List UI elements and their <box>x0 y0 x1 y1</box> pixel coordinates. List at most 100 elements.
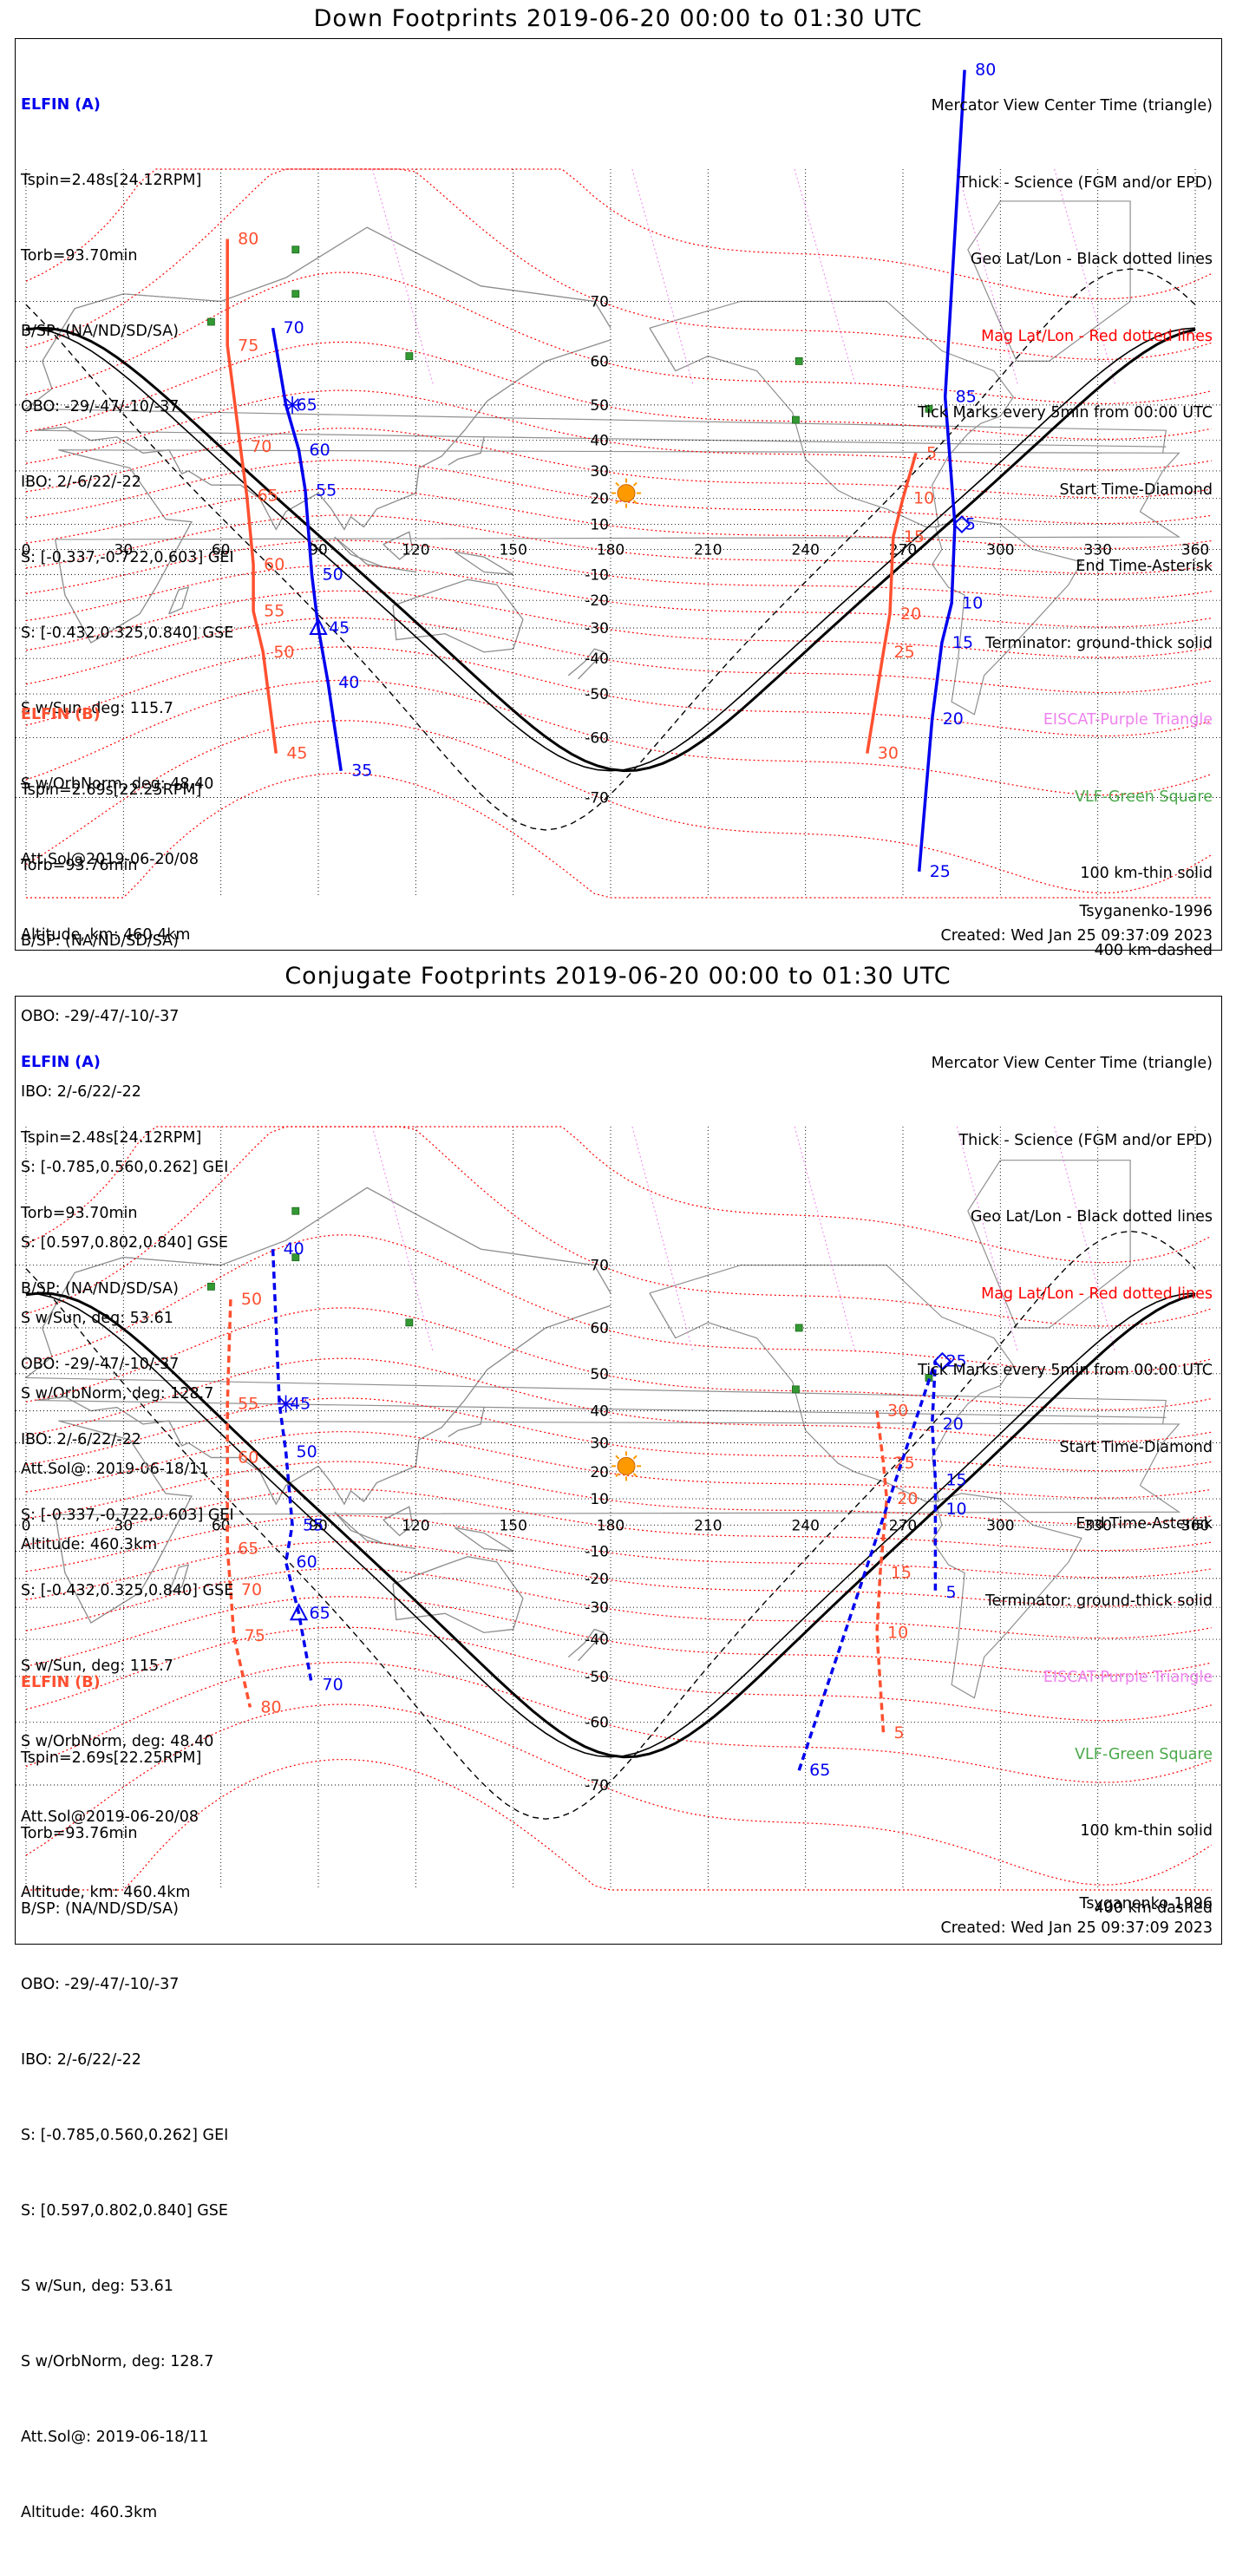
track-time-label: 20 <box>900 605 921 624</box>
vlf-station-marker <box>291 1253 300 1262</box>
sat-b-line: S: [0.597,0.802,0.840] GSE <box>21 1234 228 1252</box>
track-time-label: 25 <box>894 643 915 662</box>
lat-tick-label: -50 <box>585 686 609 703</box>
lon-tick-label: 30 <box>114 541 134 559</box>
mag-lat-line <box>25 428 1212 499</box>
coastline <box>454 551 513 575</box>
vlf-station-marker <box>291 1206 300 1215</box>
vlf-station-marker <box>405 1318 414 1327</box>
sun-icon <box>617 1456 636 1475</box>
track-time-label: 45 <box>290 1395 311 1414</box>
coastline <box>392 1556 524 1633</box>
lat-tick-label: -70 <box>585 789 609 807</box>
sat-b-line: OBO: -29/-47/-10/-37 <box>21 1008 180 1025</box>
mag-lat-line <box>25 1626 1212 1722</box>
track-time-label: 40 <box>284 1239 304 1259</box>
sat-b-line: S w/OrbNorm, deg: 128.7 <box>21 2353 214 2370</box>
sat-b-info: ELFIN (B) Tspin=2.69s[22.25RPM] Torb=93.… <box>21 652 228 1608</box>
center-time-triangle <box>289 1603 309 1621</box>
legend-item: VLF-Green Square <box>1075 788 1213 806</box>
map-panel-down: 70 60 50 40 30 20 10 -10 -20 -30 -40 -50 -60 -70 0 30 60… <box>15 38 1222 1553</box>
legend-item: Mag Lat/Lon - Red dotted lines <box>981 327 1213 345</box>
legend-item: Tick Marks every 5min from 00:00 UTC <box>918 1362 1213 1379</box>
legend-item: End Time-Asterisk <box>1076 558 1213 575</box>
sat-a-line: B/SP: (NA/ND/SD/SA) <box>21 323 179 340</box>
sat-b-line: S: [-0.785,0.560,0.262] GEI <box>21 1159 229 1176</box>
coastline <box>55 449 193 644</box>
mag-lat-line <box>25 1357 1212 1442</box>
sat-b-line: IBO: 2/-6/22/-22 <box>21 1083 141 1101</box>
lat-tick-label: 30 <box>590 463 609 481</box>
track-time-label: 20 <box>943 709 964 729</box>
legend-item: Thick - Science (FGM and/or EPD) <box>958 1131 1213 1149</box>
lon-tick-label: 300 <box>986 1517 1014 1534</box>
panel-title: Conjugate Footprints 2019-06-20 00:00 to… <box>284 963 952 990</box>
lat-tick-label: 70 <box>590 293 609 311</box>
track-time-label: 65 <box>258 487 278 506</box>
map-panel-conjugate: 70 60 50 40 30 20 10 -10 -20 -30 -40 -50 -60 -70 0 30 60… <box>15 996 1222 2521</box>
lon-tick-label: 360 <box>1181 541 1209 559</box>
legend-item: Mercator View Center Time (triangle) <box>931 97 1213 114</box>
track-time-label: 45 <box>286 744 307 763</box>
mag-lat-line <box>25 679 1212 796</box>
sun-ray <box>615 1455 620 1460</box>
terminator-line <box>25 326 1196 773</box>
track-time-label: 80 <box>975 61 996 80</box>
legend-item: Mercator View Center Time (triangle) <box>931 1055 1213 1072</box>
mag-lon-line <box>371 168 434 385</box>
sat-a-track <box>271 1249 938 1771</box>
track-time-label: 70 <box>284 318 304 337</box>
track-time-label: 75 <box>245 1626 265 1645</box>
track-time-label: 55 <box>303 1515 324 1534</box>
sat-b-line: B/SP: (NA/ND/SD/SA) <box>21 932 179 950</box>
lat-tick-label: 50 <box>590 397 609 415</box>
sat-a-line: B/SP: (NA/ND/SD/SA) <box>21 1280 179 1298</box>
sat-a-name: ELFIN (A) <box>21 96 101 114</box>
sat-a-line: OBO: -29/-47/-10/-37 <box>21 1356 180 1373</box>
sat-a-line: IBO: 2/-6/22/-22 <box>21 474 141 491</box>
coastline <box>383 1506 414 1537</box>
track-time-label: 45 <box>329 618 350 637</box>
legend-item: Start Time-Diamond <box>1059 1438 1213 1456</box>
track-time-label: 5 <box>945 1583 956 1602</box>
track-time-label: 55 <box>316 481 337 500</box>
lon-tick-label: 330 <box>1083 541 1111 559</box>
mag-lat-line <box>25 460 1212 525</box>
created-stamp: Created: Wed Jan 25 09:37:09 2023 <box>940 1919 1213 1937</box>
coastline <box>649 1265 1015 1502</box>
lon-tick-label: 330 <box>1083 1517 1111 1534</box>
sat-b-line: Torb=93.76min <box>21 857 138 874</box>
lon-tick-label: 120 <box>402 1517 429 1534</box>
map-canvas: 70 60 50 40 30 20 10 -10 -20 -30 -40 -50 -60 -70 0 30 60… <box>16 1126 1221 1891</box>
center-time-triangle <box>309 617 328 635</box>
legend-item: Geo Lat/Lon - Black dotted lines <box>970 1208 1213 1226</box>
lon-tick-label: 300 <box>986 541 1014 559</box>
mag-lat-line <box>25 617 1212 694</box>
mag-lat-line <box>25 1567 1212 1639</box>
mag-lat-line <box>26 772 1212 899</box>
mag-lat-line <box>25 389 1212 471</box>
track-time-label: 15 <box>945 1470 966 1489</box>
mag-lon-line <box>631 168 694 385</box>
track-time-label: 10 <box>913 489 934 508</box>
legend-item: VLF-Green Square <box>1075 1745 1213 1763</box>
lat-tick-label: 20 <box>590 1464 609 1481</box>
lat-tick-label: 40 <box>590 1403 609 1421</box>
map-canvas: 70 60 50 40 30 20 10 -10 -20 -30 -40 -50 -60 -70 0 30 60… <box>16 61 1221 899</box>
legend-item: 400 km-dashed <box>1094 1899 1213 1917</box>
mag-lat-line <box>25 590 1212 658</box>
sat-a-info: ELFIN (A) Tspin=2.48s[24.12RPM] Torb=93.… <box>21 42 234 998</box>
legend-item: Tick Marks every 5min from 00:00 UTC <box>918 404 1213 422</box>
sat-b-line: Att.Sol@: 2019-06-18/11 <box>21 1461 209 1478</box>
sun-ray <box>615 500 620 505</box>
sat-b-track <box>226 1299 889 1734</box>
track-time-label: 50 <box>241 1290 262 1309</box>
track-time-label: 80 <box>238 229 258 248</box>
lon-tick-label: 60 <box>212 1517 231 1534</box>
track-time-label: 70 <box>323 1675 343 1694</box>
vlf-station-marker <box>795 1324 803 1332</box>
coastline <box>649 327 677 371</box>
sat-b-line: Att.Sol@: 2019-06-18/11 <box>21 2429 209 2446</box>
panel-title: Down Footprints 2019-06-20 00:00 to 01:3… <box>313 5 923 32</box>
vlf-station-marker <box>792 415 800 424</box>
